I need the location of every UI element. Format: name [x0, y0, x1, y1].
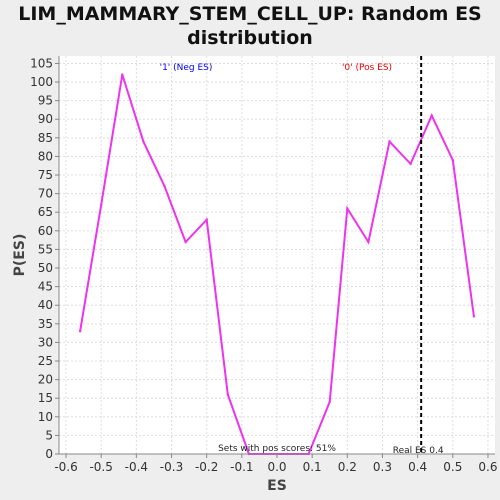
y-tick-label: 75: [38, 168, 53, 182]
y-tick-label: 35: [38, 317, 53, 331]
y-tick-label: 5: [45, 428, 53, 442]
grid: [59, 56, 495, 455]
x-tick-label: -0.4: [125, 460, 148, 474]
series-point: [430, 114, 433, 117]
y-tick-label: 95: [38, 94, 53, 108]
y-axis-title: P(ES): [12, 234, 28, 277]
y-tick-label: 10: [38, 410, 53, 424]
x-tick-label: 0.5: [443, 460, 462, 474]
y-tick-label: 60: [38, 224, 53, 238]
x-tick-label: 0.0: [267, 460, 286, 474]
x-tick-label: 0.6: [478, 460, 497, 474]
series-point: [388, 140, 391, 143]
series-point: [78, 330, 82, 333]
y-tick-label: 50: [38, 261, 53, 275]
y-tick-label: 80: [38, 149, 53, 163]
series-point: [472, 315, 476, 318]
series-point: [346, 207, 349, 210]
y-tick-label: 45: [38, 280, 53, 294]
x-tick-label: 0.2: [338, 460, 357, 474]
series-point: [121, 73, 124, 76]
x-tick-label: -0.1: [230, 460, 253, 474]
y-tick-label: 90: [38, 112, 53, 126]
chart-title-line-1: LIM_MAMMARY_STEM_CELL_UP: Random ES: [18, 3, 482, 25]
series-point: [142, 140, 145, 143]
series-point: [163, 184, 166, 188]
real-es-label: Real ES 0.4: [393, 446, 444, 456]
series-point: [226, 393, 229, 396]
y-tick-label: 15: [38, 391, 53, 405]
series-point: [328, 400, 331, 404]
series-point: [367, 240, 370, 244]
x-tick-label: -0.5: [89, 460, 112, 474]
y-tick-label: 0: [45, 447, 53, 461]
x-axis-title: ES: [267, 478, 287, 494]
y-tick-label: 40: [38, 298, 53, 312]
x-tick-label: 0.4: [408, 460, 427, 474]
series-point: [409, 162, 412, 166]
y-tick-labels: 0 5 10 15 20 25 30 35 40 45 50 55 60 65 70 75 80 85 90 95 10…: [30, 56, 59, 461]
x-tick-label: -0.3: [160, 460, 183, 474]
x-tick-label: -0.6: [54, 460, 77, 474]
series-point: [205, 218, 208, 221]
chart-title-line-2: distribution: [187, 27, 313, 49]
x-tick-label: 0.1: [303, 460, 322, 474]
chart-title: LIM_MAMMARY_STEM_CELL_UP: Random ES dist…: [0, 2, 500, 50]
legend-pos-es: '0' (Pos ES): [342, 63, 392, 73]
x-tick-labels: -0.6 -0.5 -0.4 -0.3 -0.2 -0.1 0.0 0.1 0.2 0.3 0.4 0…: [54, 454, 498, 474]
legend-neg-es: '1' (Neg ES): [160, 63, 213, 73]
x-tick-label: 0.3: [373, 460, 392, 474]
y-tick-label: 25: [38, 354, 53, 368]
y-tick-label: 105: [30, 56, 53, 70]
y-tick-label: 55: [38, 242, 53, 256]
y-tick-label: 70: [38, 187, 53, 201]
y-tick-label: 65: [38, 205, 53, 219]
series-point: [99, 203, 103, 206]
y-tick-label: 30: [38, 335, 53, 349]
pos-scores-annotation: Sets with pos scores: 51%: [218, 444, 336, 454]
plot-area: [59, 56, 495, 454]
y-tick-label: 20: [38, 373, 53, 387]
y-tick-label: 100: [30, 75, 53, 89]
y-tick-label: 85: [38, 131, 53, 145]
x-tick-label: -0.2: [195, 460, 218, 474]
series-point: [451, 158, 455, 162]
series-point: [184, 240, 187, 244]
